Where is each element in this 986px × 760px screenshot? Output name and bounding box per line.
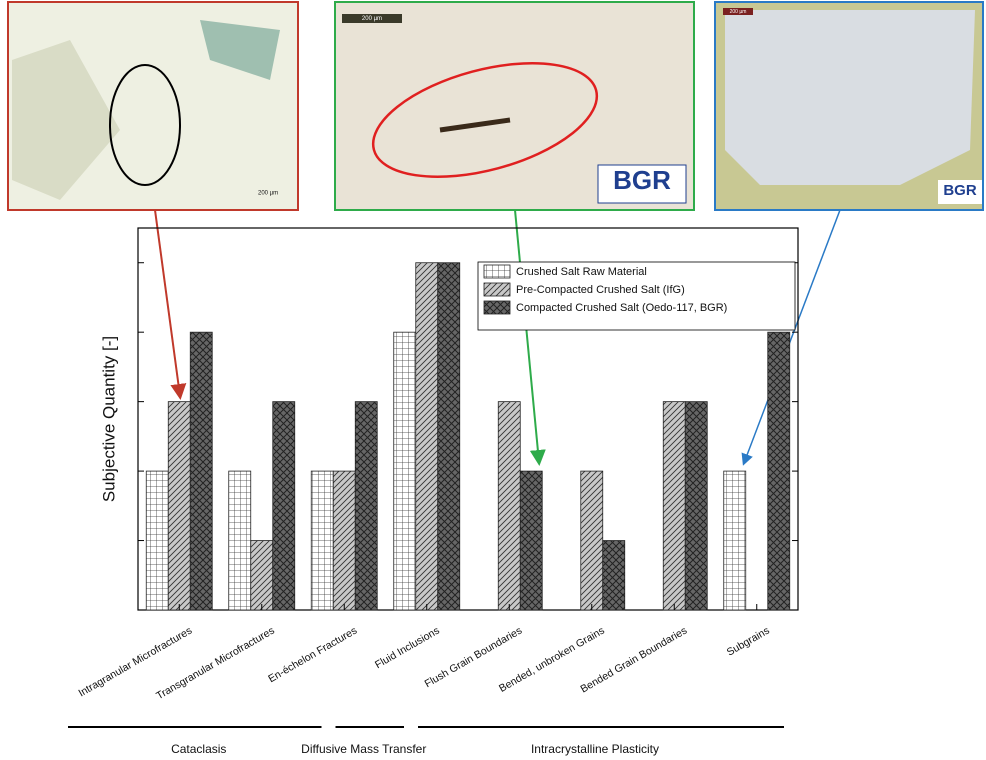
legend-swatch <box>484 301 510 314</box>
legend-label: Crushed Salt Raw Material <box>516 266 647 278</box>
legend-swatch <box>484 265 510 278</box>
bar <box>168 402 190 610</box>
bar <box>768 332 790 610</box>
scale-label: 200 µm <box>730 9 747 15</box>
bar <box>685 402 707 610</box>
legend-label: Compacted Crushed Salt (Oedo-117, BGR) <box>516 302 727 314</box>
bar <box>251 541 273 610</box>
scale-label: 200 µm <box>258 191 278 197</box>
y-axis-label: Subjective Quantity [-] <box>99 336 118 502</box>
bar <box>724 471 746 610</box>
bar <box>146 471 168 610</box>
bar <box>498 402 520 610</box>
micrograph-3: 200 µm BGR <box>715 2 983 210</box>
group-label: Diffusive Mass Transfer <box>301 742 426 756</box>
x-tick-label: Subgrains <box>725 625 772 659</box>
bar <box>581 471 603 610</box>
bar <box>416 263 438 610</box>
bar <box>311 471 333 610</box>
group-label: Intracrystalline Plasticity <box>531 742 659 756</box>
logo: BGR <box>613 165 671 195</box>
x-tick-label: Fluid Inclusions <box>373 625 442 672</box>
bar <box>229 471 251 610</box>
chart: 200 µm 200 µm BGR 200 µm BGR Subjective … <box>0 0 986 760</box>
bar <box>273 402 295 610</box>
page: 200 µm 200 µm BGR 200 µm BGR Subjective … <box>0 0 986 760</box>
arrow <box>744 210 840 463</box>
bar <box>355 402 377 610</box>
scale-label: 200 µm <box>362 16 382 22</box>
micrograph-1: 200 µm <box>8 2 298 210</box>
bar <box>190 332 212 610</box>
legend-label: Pre-Compacted Crushed Salt (IfG) <box>516 284 685 296</box>
logo: BGR <box>943 182 977 199</box>
arrow <box>155 210 180 396</box>
bar <box>663 402 685 610</box>
bar <box>438 263 460 610</box>
bar <box>394 332 416 610</box>
bar <box>333 471 355 610</box>
group-label: Cataclasis <box>171 742 226 756</box>
micrograph-2: 200 µm BGR <box>335 2 694 210</box>
bar <box>603 541 625 610</box>
bar <box>520 471 542 610</box>
x-tick-label: En-échelon Fractures <box>266 625 359 686</box>
legend-swatch <box>484 283 510 296</box>
